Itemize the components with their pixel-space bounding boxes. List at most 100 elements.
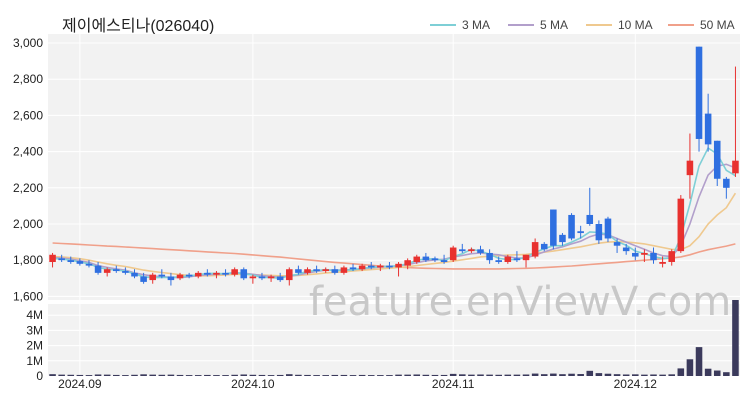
volume-bar <box>540 374 548 376</box>
candle-body <box>49 254 56 262</box>
volume-bar <box>713 370 721 376</box>
volume-bar <box>213 375 220 376</box>
price-tick-label: 2,600 <box>13 108 43 122</box>
candle-body <box>586 214 594 224</box>
candle-body <box>713 140 721 179</box>
candle-body <box>459 249 466 252</box>
candle-body <box>304 269 311 273</box>
volume-bar <box>304 374 311 376</box>
candle-body <box>577 231 584 234</box>
volume-bar <box>240 374 248 376</box>
candle-body <box>94 265 102 273</box>
candle-body <box>386 265 393 268</box>
volume-tick-label: 3M <box>26 323 43 337</box>
volume-bar <box>522 374 530 376</box>
candle-body <box>349 267 357 270</box>
volume-bar <box>559 374 566 376</box>
candle-body <box>267 276 275 279</box>
volume-bar <box>404 374 411 376</box>
volume-bar <box>122 375 129 376</box>
candle-body <box>367 265 375 268</box>
volume-bar <box>367 375 375 376</box>
watermark: feature.enViewV.com <box>309 279 731 325</box>
candle-body <box>67 260 75 262</box>
volume-tick-label: 2M <box>26 339 43 353</box>
volume-bar <box>331 374 339 376</box>
candle-body <box>513 258 521 261</box>
legend-item-3-ma: 3 MA <box>430 18 490 32</box>
candle-body <box>258 276 266 279</box>
price-tick-label: 2,800 <box>13 72 43 86</box>
candle-body <box>167 276 175 281</box>
candle-body <box>468 249 475 252</box>
candle-body <box>440 260 448 262</box>
volume-bar <box>167 374 175 376</box>
volume-bar <box>395 374 402 376</box>
legend-swatch <box>586 24 612 26</box>
candle-body <box>641 252 648 255</box>
candle-body <box>522 254 530 261</box>
price-tick-label: 2,400 <box>13 145 43 159</box>
volume-bar <box>677 368 685 376</box>
candle-body <box>540 243 548 250</box>
volume-bar <box>686 359 694 376</box>
candle-body <box>559 234 566 243</box>
x-tick-label: 2024.12 <box>614 377 658 391</box>
volume-bar <box>249 374 257 376</box>
x-tick-label: 2024.10 <box>231 377 275 391</box>
volume-bar <box>513 374 521 376</box>
candle-body <box>449 247 457 261</box>
legend-label: 5 MA <box>540 18 569 32</box>
volume-bar <box>668 374 675 376</box>
candle-body <box>158 274 166 277</box>
volume-bar <box>94 374 102 376</box>
candle-body <box>276 276 284 281</box>
candle-body <box>340 267 348 273</box>
candle-body <box>677 198 685 252</box>
volume-bar <box>695 347 703 376</box>
candle-body <box>486 252 493 261</box>
volume-tick-label: 0 <box>36 369 43 383</box>
candle-body <box>194 272 202 277</box>
candle-body <box>176 274 184 279</box>
volume-bar <box>49 374 56 376</box>
volume-bar <box>732 300 739 376</box>
legend-label: 3 MA <box>462 18 491 32</box>
volume-bar <box>340 374 348 376</box>
candle-body <box>313 269 320 272</box>
candle-body <box>113 269 120 272</box>
volume-bar <box>176 374 184 376</box>
volume-bar <box>149 374 156 376</box>
volume-bar <box>641 374 648 376</box>
candle-body <box>668 251 675 262</box>
price-panel <box>48 34 740 300</box>
volume-tick-label: 1M <box>26 354 43 368</box>
candle-body <box>240 269 248 279</box>
candle-body <box>204 272 211 275</box>
candle-body <box>222 272 229 275</box>
candle-body <box>231 269 238 275</box>
candle-body <box>604 218 612 239</box>
volume-bar <box>468 374 475 376</box>
candle-body <box>659 262 666 264</box>
candle-body <box>58 258 65 261</box>
legend-label: 10 MA <box>618 18 653 32</box>
volume-bar <box>313 375 320 376</box>
candle-body <box>149 274 156 281</box>
legend-item-10-ma: 10 MA <box>586 18 653 32</box>
volume-bar <box>204 374 211 376</box>
volume-bar <box>504 374 512 376</box>
volume-bar <box>358 374 366 376</box>
volume-bar <box>222 375 229 376</box>
volume-bar <box>194 375 202 376</box>
volume-bar <box>632 374 639 376</box>
candle-body <box>477 249 484 253</box>
candle-body <box>286 269 293 281</box>
volume-bar <box>258 374 266 376</box>
candle-body <box>550 209 557 246</box>
candle-body <box>331 269 339 273</box>
candle-body <box>495 260 502 262</box>
volume-bar <box>295 374 302 376</box>
volume-bar <box>85 375 93 376</box>
